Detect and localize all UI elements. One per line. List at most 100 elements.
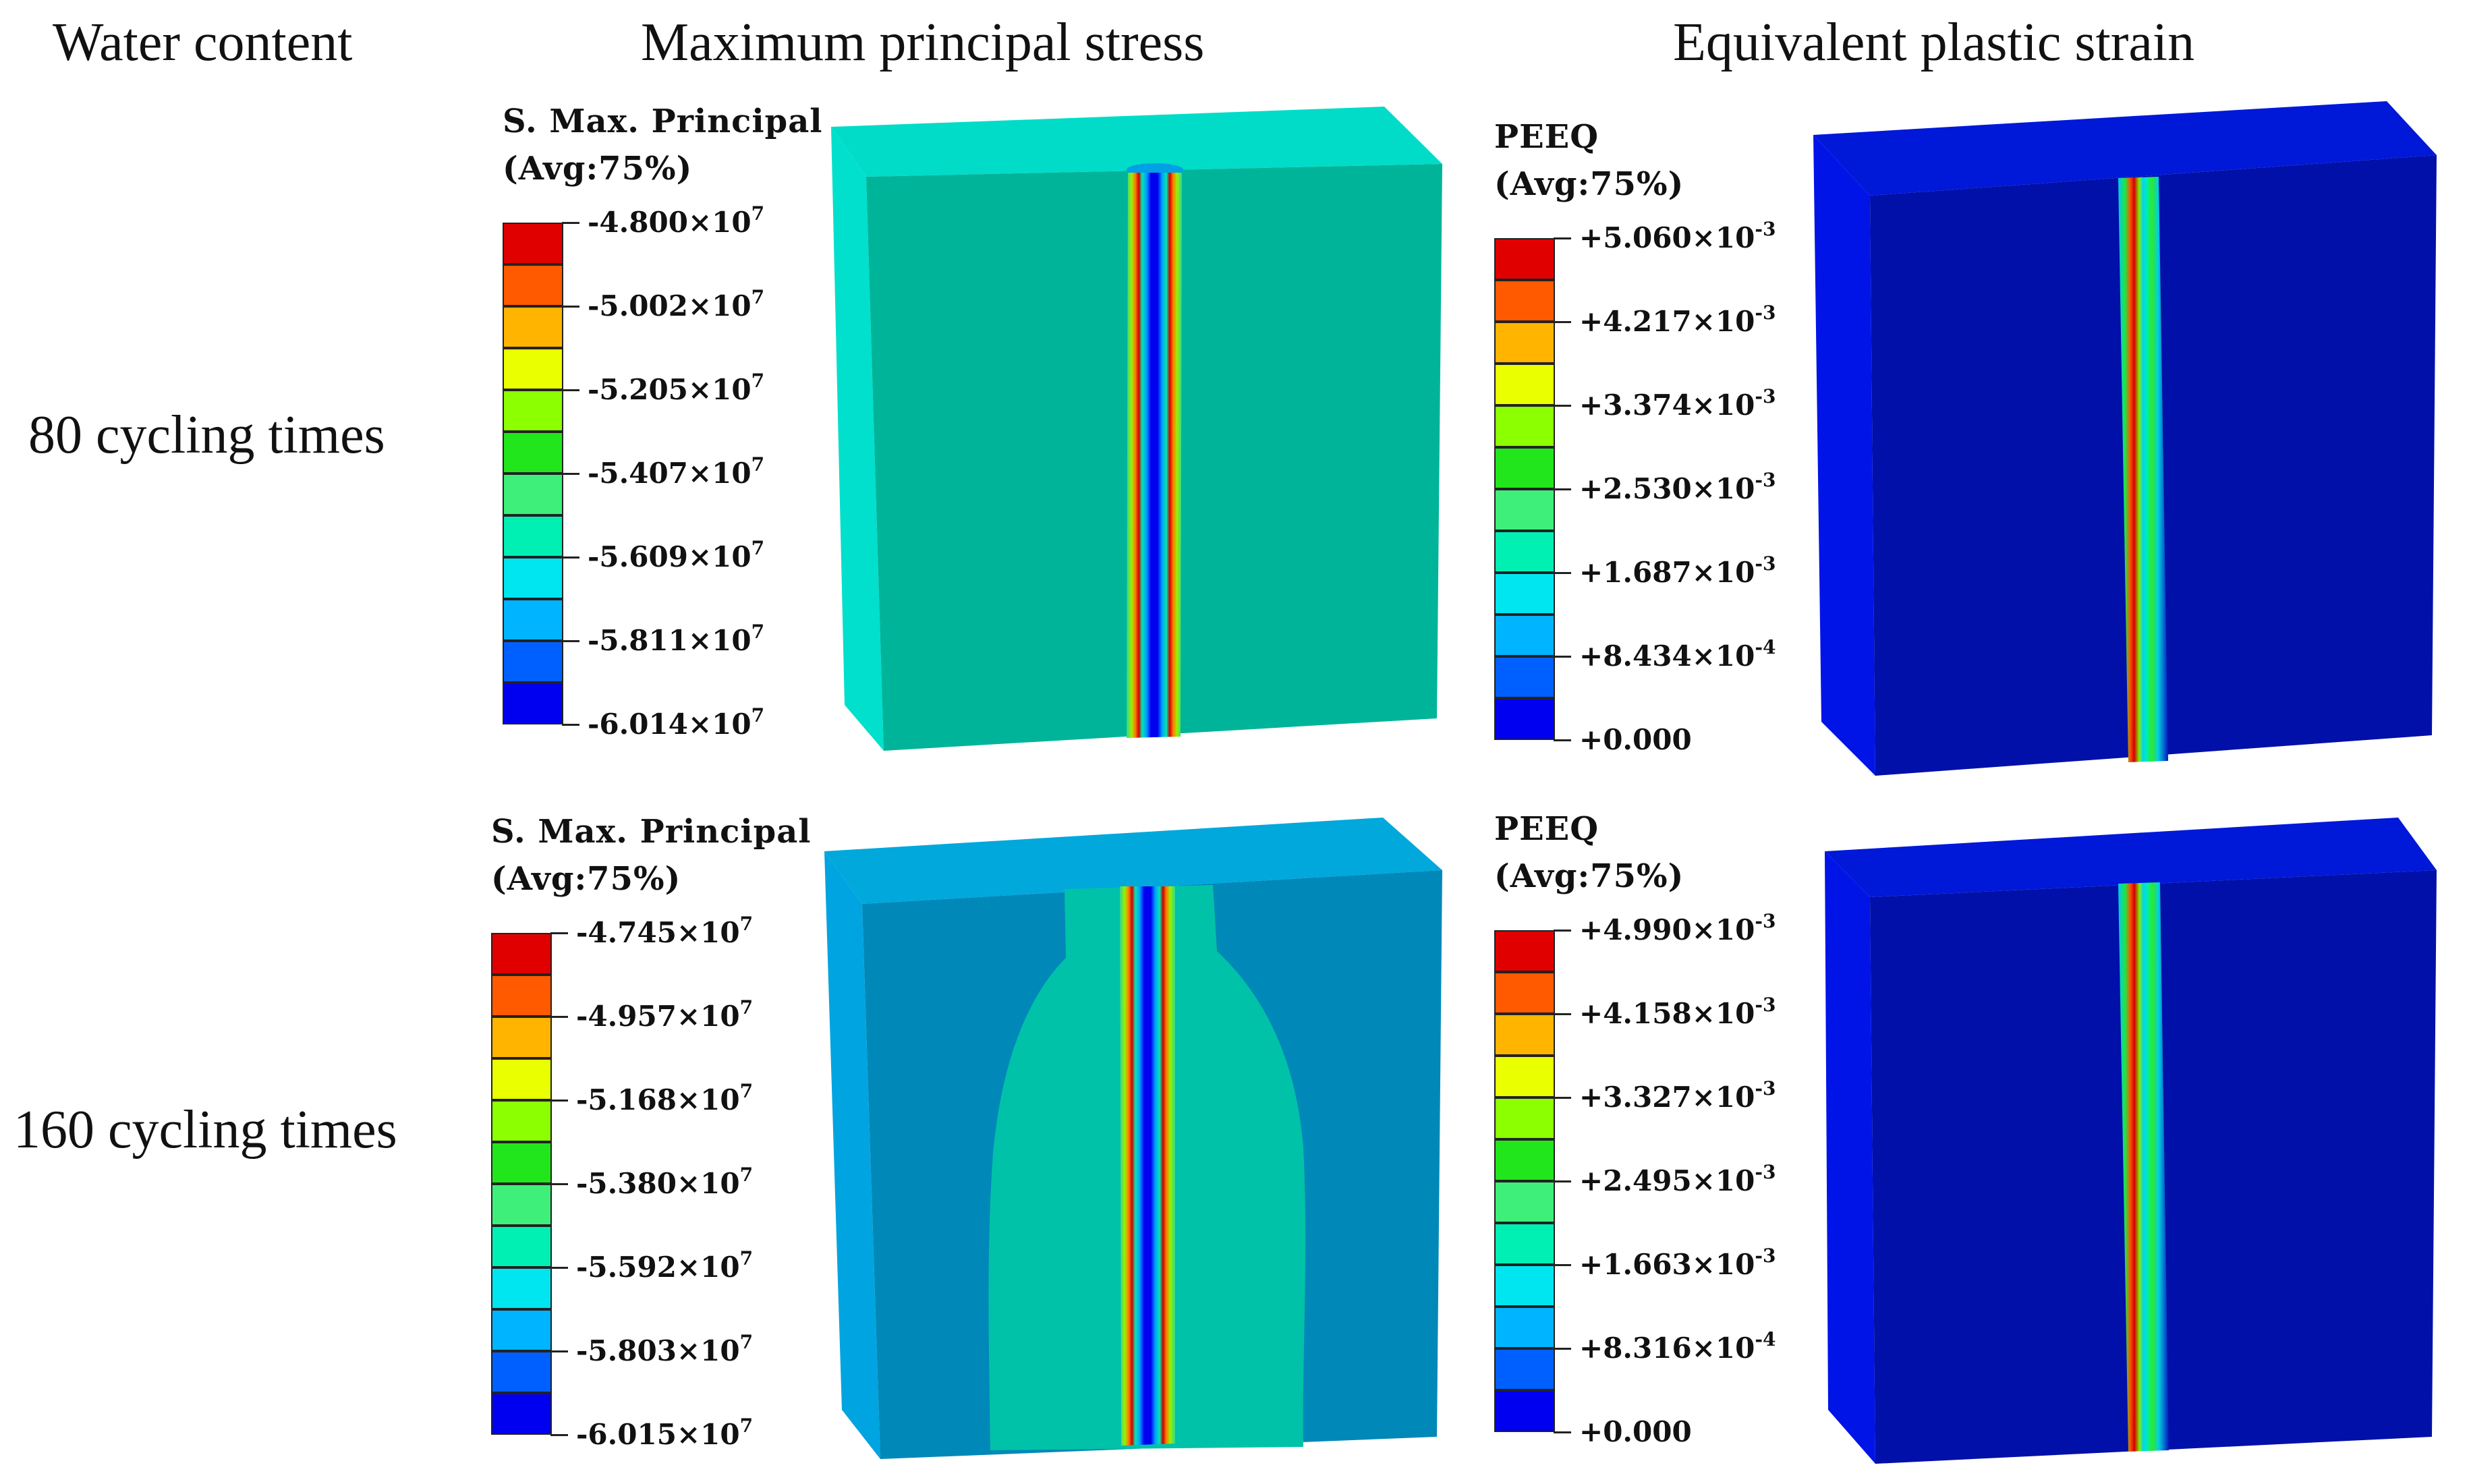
row-label-80: 80 cycling times [28,405,385,465]
crack-band [1120,886,1175,1446]
legend-tick [1554,1264,1571,1266]
legend-tick-label: -4.800×107 [588,202,765,239]
legend-tick-label: +5.060×10-3 [1579,218,1776,254]
legend-swatch [491,1226,552,1267]
legend-swatch [1494,1348,1555,1390]
legend-tick-label: +1.687×10-3 [1579,552,1776,589]
legend-swatch [1494,531,1555,573]
legend-swatch [503,599,563,641]
legend-swatch [491,1142,552,1184]
legend-tick [550,932,568,934]
legend-tick [1554,1097,1571,1099]
legend-swatch [503,306,563,348]
legend-swatch [1494,1390,1555,1432]
legend-swatch [1494,972,1555,1014]
legend-swatch [1494,1223,1555,1265]
legend-swatch [503,515,563,557]
legend-tick [550,1350,568,1352]
legend-tick [562,724,579,726]
legend-tick-label: -4.957×107 [576,996,754,1033]
legend-swatch [491,1267,552,1309]
legend-tick [562,640,579,642]
legend-tick-label: -5.407×107 [588,453,765,490]
legend-tick-label: +3.374×10-3 [1579,385,1776,422]
legend-swatch [491,1393,552,1435]
legend-swatch [1494,1181,1555,1223]
legend-swatch [491,1017,552,1058]
legend-tick [562,222,579,224]
crack-band [2118,882,2169,1452]
legend-tick [1554,739,1571,741]
legend-swatch [491,933,552,975]
legend-swatch [503,390,563,432]
legend-tick-label: -6.015×107 [576,1415,754,1451]
legend-tick-label: -5.002×107 [588,286,765,322]
legend-swatch [1494,1139,1555,1181]
legend-title: S. Max. Principal [503,103,823,140]
legend-subtitle: (Avg:75%) [491,860,681,898]
legend-swatch [1494,489,1555,531]
legend-swatch [503,264,563,306]
legend-tick [1554,1180,1571,1182]
row-label-160: 160 cycling times [13,1100,397,1160]
legend-title: PEEQ [1494,810,1599,848]
legend-swatch [1494,1265,1555,1307]
legend-tick-label: -5.811×107 [588,621,765,657]
legend-tick [550,1267,568,1269]
legend-tick-label: -5.803×107 [576,1331,754,1367]
model-side-face [1825,851,1875,1464]
legend-tick-label: +8.434×10-4 [1579,636,1776,673]
legend-title: PEEQ [1494,118,1599,156]
legend-tick-label: +2.530×10-3 [1579,469,1776,505]
legend-swatch [491,1058,552,1100]
legend-swatch [1494,405,1555,447]
legend-tick [1554,1348,1571,1350]
legend-swatch [1494,322,1555,364]
legend-swatch [1494,280,1555,322]
legend-swatch [1494,573,1555,615]
legend-tick-label: -5.168×107 [576,1080,754,1116]
legend-swatch [1494,447,1555,489]
legend-swatch [1494,1014,1555,1056]
legend-swatch [491,975,552,1017]
legend-swatch [1494,656,1555,698]
header-max-principal-stress: Maximum principal stress [641,13,1205,72]
legend-tick [562,473,579,475]
legend-swatch [503,474,563,515]
legend-tick-label: +2.495×10-3 [1579,1161,1776,1197]
legend-tick [1554,656,1571,658]
legend-tick [562,389,579,391]
legend-swatch [491,1184,552,1226]
model-top-face [831,107,1442,177]
legend-swatch [503,348,563,390]
legend-swatch [503,683,563,724]
legend-tick [1554,930,1571,932]
model-top-face [1813,101,2437,196]
legend-subtitle: (Avg:75%) [1494,857,1684,895]
legend-tick [550,1100,568,1102]
legend-tick-label: -5.205×107 [588,370,765,406]
model-side-face [831,127,884,751]
crack-band [1127,173,1182,738]
legend-swatch [1494,1097,1555,1139]
legend-tick-label: +4.158×10-3 [1579,994,1776,1030]
legend-tick-label: -5.609×107 [588,537,765,573]
legend-swatch [503,223,563,264]
legend-peeq-160: PEEQ (Avg:75%) +4.990×10-3 +4.158×10-3 +3.… [1494,805,1776,1446]
legend-tick [1554,1431,1571,1433]
legend-tick-label: -4.745×107 [576,913,754,949]
legend-swatch [503,641,563,683]
legend-tick [1554,321,1571,323]
legend-tick-label: -6.014×107 [588,704,765,741]
legend-swatch [1494,615,1555,656]
legend-swatch [491,1309,552,1351]
legend-stress-80: S. Max. Principal (Avg:75%) -4.800×107 -5… [503,98,823,739]
legend-tick [550,1434,568,1436]
legend-tick-label: +8.316×10-4 [1579,1328,1776,1365]
legend-title: S. Max. Principal [491,813,812,851]
model-side-face [1813,135,1875,776]
model-top-face [1825,818,2437,897]
